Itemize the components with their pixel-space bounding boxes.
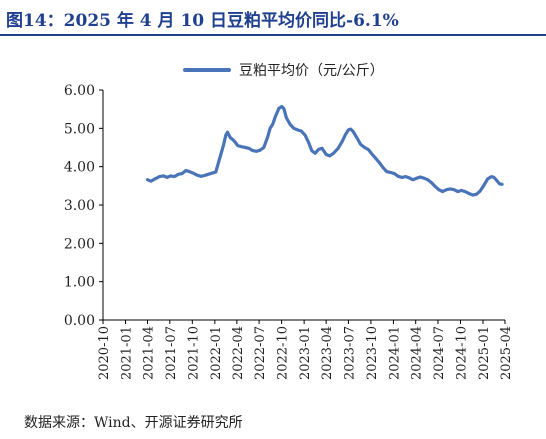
title-rule (0, 34, 546, 36)
chart-legend: 豆粕平均价（元/公斤） (183, 60, 384, 80)
y-tick-label: 2.00 (64, 236, 95, 252)
x-tick-label: 2023-07 (342, 326, 357, 380)
x-tick-label: 2021-07 (164, 326, 179, 380)
y-tick-label: 1.00 (64, 275, 95, 291)
x-tick-label: 2025-01 (477, 326, 492, 380)
source-note: 数据来源：Wind、开源证券研究所 (24, 415, 243, 431)
figure-title: 图14：2025 年 4 月 10 日豆粕平均价同比-6.1% (6, 11, 399, 31)
legend-swatch (183, 68, 231, 72)
x-tick-label: 2021-01 (120, 326, 135, 380)
legend-label: 豆粕平均价（元/公斤） (239, 63, 384, 79)
x-tick-label: 2023-04 (320, 326, 335, 380)
x-tick-label: 2025-04 (499, 326, 514, 380)
x-tick-label: 2023-10 (365, 326, 380, 380)
x-tick-label: 2021-04 (142, 326, 157, 380)
x-tick-label: 2022-07 (253, 326, 268, 380)
y-tick-label: 5.00 (64, 121, 95, 137)
y-tick-label: 0.00 (64, 313, 95, 329)
x-tick-label: 2022-01 (209, 326, 224, 380)
y-tick-label: 6.00 (64, 83, 95, 99)
x-tick-label: 2024-01 (387, 326, 402, 380)
x-tick-label: 2022-10 (276, 326, 291, 380)
x-tick-label: 2023-01 (298, 326, 313, 380)
y-tick-label: 4.00 (64, 160, 95, 176)
series-line-0 (145, 104, 504, 197)
x-tick-label: 2020-10 (97, 326, 112, 380)
x-tick-label: 2024-10 (454, 326, 469, 380)
x-tick-label: 2024-07 (432, 326, 447, 380)
x-tick-label: 2021-10 (186, 326, 201, 380)
x-tick-label: 2022-04 (231, 326, 246, 380)
x-tick-label: 2024-04 (410, 326, 425, 380)
y-tick-label: 3.00 (64, 198, 95, 214)
